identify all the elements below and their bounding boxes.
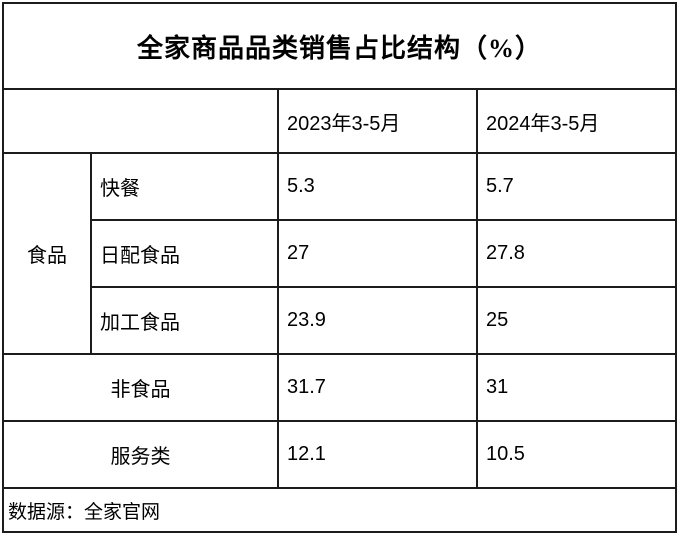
- cell-daily-food-2023: 27: [277, 219, 478, 288]
- data-source: 数据源：全家官网: [1, 487, 678, 533]
- table-row-non-food: 非食品 31.7 31: [2, 353, 678, 422]
- cell-processed-food-2024: 25: [475, 286, 678, 355]
- col-header-2023: 2023年3-5月: [277, 88, 478, 154]
- cell-label-daily-food: 日配食品: [90, 219, 279, 288]
- table-row-processed-food: 加工食品 23.9 25: [3, 286, 678, 355]
- table-row-daily-food: 日配食品 27 27.8: [3, 219, 678, 288]
- cell-label-processed-food: 加工食品: [90, 286, 279, 355]
- cell-processed-food-2023: 23.9: [277, 286, 478, 355]
- cell-label-fast-food: 快餐: [90, 152, 279, 221]
- cell-services-2023: 12.1: [277, 420, 478, 489]
- cell-non-food-2023: 31.7: [277, 353, 478, 422]
- page-title: 全家商品品类销售占比结构（%）: [1, 2, 678, 90]
- corner-cell: [2, 88, 279, 154]
- cell-daily-food-2024: 27.8: [475, 219, 678, 288]
- title-row: 全家商品品类销售占比结构（%）: [1, 2, 678, 90]
- header-row: 2023年3-5月 2024年3-5月: [2, 88, 678, 154]
- cell-services-2024: 10.5: [475, 420, 678, 489]
- source-row: 数据源：全家官网: [1, 487, 678, 533]
- table-row-fast-food: 食品 快餐 5.3 5.7: [2, 152, 678, 355]
- cell-label-non-food: 非食品: [2, 353, 279, 422]
- cell-group-food: 食品: [2, 152, 92, 355]
- col-header-2024: 2024年3-5月: [475, 88, 678, 154]
- cell-label-services: 服务类: [2, 420, 279, 489]
- cell-fast-food-2024: 5.7: [475, 152, 678, 221]
- table-row-services: 服务类 12.1 10.5: [2, 420, 678, 489]
- cell-fast-food-2023: 5.3: [277, 152, 478, 221]
- cell-non-food-2024: 31: [475, 353, 678, 422]
